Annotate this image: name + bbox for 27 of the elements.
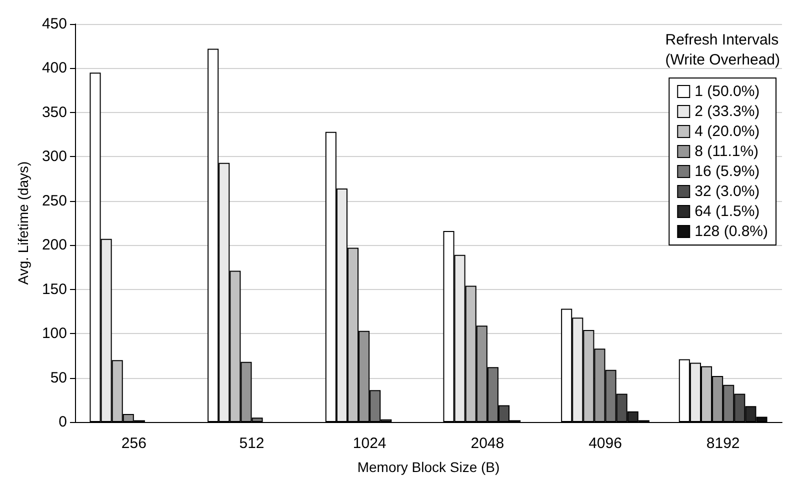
y-tick-label: 350: [42, 104, 67, 121]
legend-label: 8 (11.1%): [694, 143, 759, 160]
y-tick-label: 50: [50, 369, 67, 386]
y-tick-label: 200: [42, 236, 67, 254]
x-axis-title: Memory Block Size (B): [357, 459, 500, 475]
legend-label: 2 (33.3%): [694, 103, 760, 120]
legend-label: 64 (1.5%): [694, 203, 760, 220]
legend-title: Refresh Intervals (Write Overhead): [665, 32, 780, 68]
legend-label: 16 (5.9%): [694, 163, 760, 180]
y-tick-label: 250: [42, 192, 67, 210]
y-tick-label: 150: [42, 280, 67, 298]
y-tick-label: 300: [42, 148, 67, 166]
y-tick-label: 450: [42, 16, 67, 32]
legend-label: 1 (50.0%): [694, 83, 760, 100]
legend-label: 4 (20.0%): [694, 123, 760, 140]
x-tick-label: 4096: [588, 435, 622, 452]
y-axis-title: Avg. Lifetime (days): [15, 161, 31, 285]
legend-label: 128 (0.8%): [694, 223, 768, 240]
x-tick-label: 1024: [352, 435, 386, 452]
x-tick-label: 512: [239, 435, 264, 452]
x-tick-label: 8192: [706, 435, 740, 452]
y-tick-label: 0: [58, 414, 67, 430]
legend-label: 32 (3.0%): [694, 183, 760, 200]
x-tick-label: 2048: [470, 435, 504, 452]
y-tick-label: 400: [42, 60, 67, 77]
y-tick-label: 100: [42, 325, 67, 342]
x-tick-label: 256: [121, 435, 146, 452]
